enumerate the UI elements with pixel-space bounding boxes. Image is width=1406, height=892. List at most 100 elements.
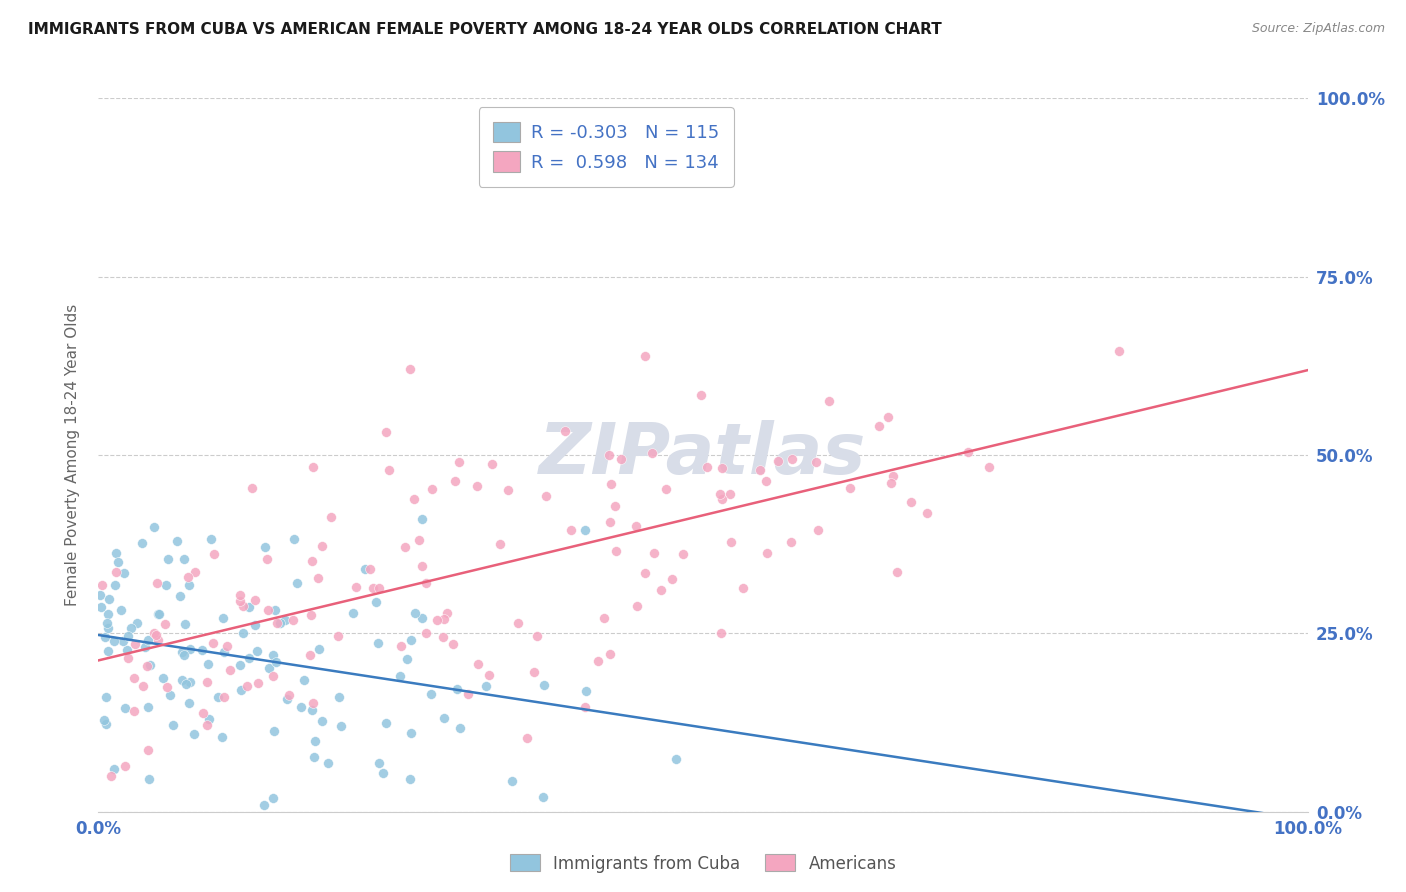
Point xyxy=(105,546,128,560)
Point xyxy=(134,640,156,654)
Point xyxy=(292,673,315,687)
Point xyxy=(574,523,596,537)
Point xyxy=(273,613,295,627)
Point xyxy=(299,608,322,623)
Point xyxy=(243,618,266,632)
Point xyxy=(718,487,741,501)
Point xyxy=(212,611,235,625)
Point xyxy=(328,690,350,705)
Point xyxy=(283,533,305,547)
Point xyxy=(143,626,166,640)
Point xyxy=(641,446,664,460)
Point xyxy=(302,460,325,475)
Point xyxy=(506,615,529,630)
Point xyxy=(201,635,224,649)
Point xyxy=(263,723,285,738)
Point xyxy=(193,706,215,721)
Point xyxy=(319,510,342,524)
Point xyxy=(311,539,333,553)
Point xyxy=(374,425,396,439)
Point xyxy=(218,663,240,677)
Point xyxy=(404,606,426,620)
Point xyxy=(269,615,291,630)
Point xyxy=(643,546,665,560)
Point xyxy=(117,650,139,665)
Point xyxy=(169,589,191,603)
Point xyxy=(231,682,253,697)
Point xyxy=(229,593,252,607)
Point xyxy=(100,769,122,783)
Point xyxy=(710,626,733,640)
Point xyxy=(97,607,120,621)
Point xyxy=(302,697,325,711)
Point xyxy=(626,599,648,613)
Point xyxy=(488,537,510,551)
Point xyxy=(156,680,179,694)
Point xyxy=(359,562,381,576)
Point xyxy=(353,562,375,576)
Point xyxy=(148,607,170,622)
Point xyxy=(174,617,197,632)
Point xyxy=(432,630,454,644)
Point xyxy=(399,725,422,739)
Point xyxy=(560,524,582,538)
Point xyxy=(283,613,305,627)
Point xyxy=(598,448,620,462)
Point xyxy=(1108,343,1130,358)
Point xyxy=(709,487,731,501)
Point xyxy=(665,752,688,766)
Point xyxy=(441,637,464,651)
Point xyxy=(449,455,471,469)
Point xyxy=(444,474,467,488)
Point xyxy=(132,679,155,693)
Point xyxy=(97,644,120,658)
Point xyxy=(599,515,621,529)
Point xyxy=(136,659,159,673)
Point xyxy=(200,532,222,546)
Point xyxy=(371,765,394,780)
Point xyxy=(307,571,329,585)
Point xyxy=(173,551,195,566)
Point xyxy=(136,700,159,714)
Point xyxy=(184,565,207,579)
Point xyxy=(399,633,422,648)
Point xyxy=(599,647,621,661)
Point xyxy=(253,540,276,554)
Point xyxy=(342,606,364,620)
Point xyxy=(481,457,503,471)
Point xyxy=(232,599,254,613)
Point xyxy=(634,349,657,363)
Point xyxy=(112,566,135,581)
Point xyxy=(179,642,201,657)
Point xyxy=(957,444,980,458)
Point xyxy=(389,639,412,653)
Point xyxy=(110,602,132,616)
Text: Source: ZipAtlas.com: Source: ZipAtlas.com xyxy=(1251,22,1385,36)
Point xyxy=(900,494,922,508)
Point xyxy=(395,652,418,666)
Point xyxy=(256,551,278,566)
Point xyxy=(96,615,118,630)
Point xyxy=(415,575,437,590)
Point xyxy=(501,773,523,788)
Point xyxy=(235,679,257,693)
Point xyxy=(301,703,323,717)
Point xyxy=(304,733,326,747)
Point xyxy=(650,582,672,597)
Point xyxy=(264,602,287,616)
Point xyxy=(257,660,280,674)
Point xyxy=(398,362,420,376)
Point xyxy=(378,463,401,477)
Point xyxy=(593,611,616,625)
Point xyxy=(139,657,162,672)
Point xyxy=(768,454,790,468)
Point xyxy=(105,565,128,579)
Point xyxy=(146,575,169,590)
Point xyxy=(420,687,443,701)
Point xyxy=(246,644,269,658)
Point xyxy=(177,570,200,584)
Point xyxy=(253,797,276,812)
Point xyxy=(115,643,138,657)
Point xyxy=(138,772,160,787)
Point xyxy=(554,424,576,438)
